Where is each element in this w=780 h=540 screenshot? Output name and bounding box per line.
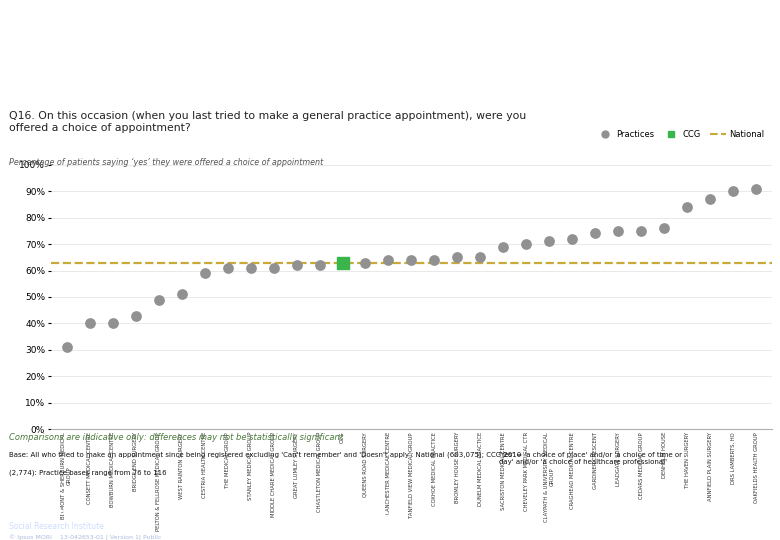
Point (750, 184, 762, 193)
Text: (2,774): Practice bases range from 76 to 116: (2,774): Practice bases range from 76 to… (9, 470, 167, 476)
Point (635, 227, 647, 235)
Point (727, 187, 739, 195)
Point (129, 311, 142, 320)
Point (451, 253, 463, 262)
Point (543, 237, 555, 246)
Point (268, 264, 280, 272)
Text: 'Yes' = 'a choice of place' and/or 'a choice of time or
day' and/or 'a choice of: 'Yes' = 'a choice of place' and/or 'a ch… (499, 452, 682, 465)
Text: how the CCG’s practices compare: how the CCG’s practices compare (9, 60, 378, 79)
Point (566, 234, 579, 243)
Text: Ipsos MORI: Ipsos MORI (9, 508, 66, 517)
Point (704, 195, 716, 204)
Point (612, 227, 625, 235)
Point (681, 202, 693, 211)
Text: Percentage of patients saying ‘yes’ they were offered a choice of appointment: Percentage of patients saying ‘yes’ they… (9, 158, 324, 167)
Point (83, 319, 96, 328)
Legend: Practices, CCG, National: Practices, CCG, National (594, 126, 768, 142)
Text: Choice of appointment:: Choice of appointment: (9, 22, 267, 40)
Point (244, 264, 257, 272)
Point (474, 253, 487, 262)
Point (658, 224, 671, 233)
Text: © Ipsos MORI    13-042653-01 | Version 1| Public: © Ipsos MORI 13-042653-01 | Version 1| P… (9, 535, 162, 540)
Text: Q16. On this occasion (when you last tried to make a general practice appointmen: Q16. On this occasion (when you last tri… (9, 111, 526, 133)
Text: Base: All who tried to make an appointment since being registered excluding 'Can: Base: All who tried to make an appointme… (9, 452, 522, 458)
Point (520, 240, 533, 248)
Point (428, 255, 441, 264)
Point (314, 261, 326, 269)
Point (497, 242, 509, 251)
Point (61, 343, 73, 352)
Point (107, 319, 119, 328)
Point (360, 258, 372, 267)
Point (152, 295, 165, 304)
Point (406, 255, 418, 264)
Text: 25: 25 (383, 512, 397, 523)
Point (336, 258, 349, 267)
Point (198, 269, 211, 278)
Point (176, 290, 188, 299)
Point (382, 255, 395, 264)
Text: Social Research Institute: Social Research Institute (9, 522, 105, 531)
Text: Comparisons are indicative only: differences may not be statistically significan: Comparisons are indicative only: differe… (9, 433, 343, 442)
Point (222, 264, 234, 272)
Point (589, 229, 601, 238)
Point (290, 261, 303, 269)
